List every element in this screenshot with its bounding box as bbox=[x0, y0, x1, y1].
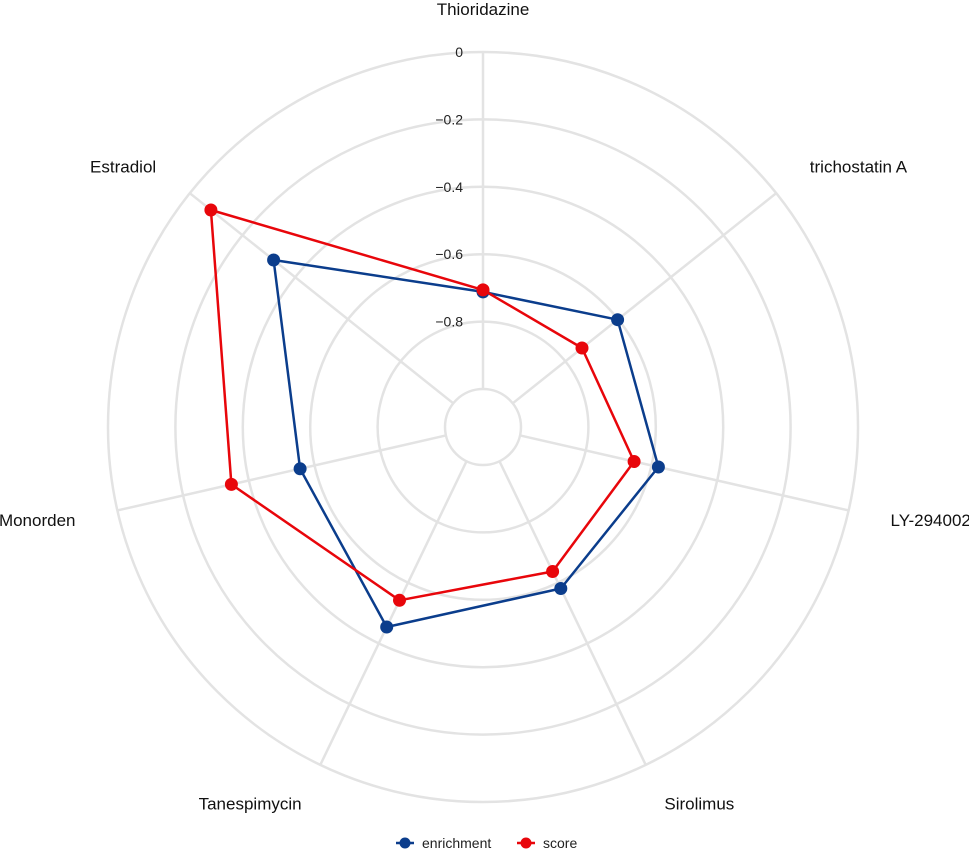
axis-label: Tanespimycin bbox=[199, 795, 302, 814]
radial-tick-labels: 0 −0.2 −0.4 −0.6 −0.8 bbox=[435, 44, 463, 330]
axis-label: Estradiol bbox=[90, 157, 156, 176]
axis-label: Sirolimus bbox=[664, 795, 734, 814]
grid-circle-inner bbox=[443, 387, 523, 467]
legend-item-score: score bbox=[517, 835, 577, 851]
legend: enrichment score bbox=[396, 835, 577, 851]
data-point-score bbox=[546, 565, 560, 578]
data-point-score bbox=[575, 341, 589, 355]
radial-tick-label: −0.2 bbox=[435, 111, 463, 127]
legend-swatch-point bbox=[399, 837, 411, 849]
data-point-enrichment bbox=[267, 253, 281, 267]
radar-grid bbox=[106, 50, 860, 804]
axis-label: trichostatin A bbox=[810, 157, 908, 176]
legend-item-enrichment: enrichment bbox=[396, 835, 491, 851]
radar-series bbox=[204, 203, 665, 634]
axis-label: Monorden bbox=[0, 511, 76, 530]
radial-tick-label: 0 bbox=[455, 44, 463, 60]
radial-tick-label: −0.6 bbox=[435, 246, 463, 262]
data-point-enrichment bbox=[293, 462, 307, 476]
data-point-score bbox=[627, 455, 641, 468]
legend-swatch-point bbox=[520, 837, 532, 849]
data-point-score bbox=[224, 477, 238, 491]
axis-label: Thioridazine bbox=[437, 0, 530, 19]
grid-spoke bbox=[519, 434, 849, 512]
data-point-enrichment bbox=[380, 620, 394, 634]
grid-spoke bbox=[117, 434, 447, 512]
radial-tick-label: −0.8 bbox=[435, 314, 463, 330]
data-point-enrichment bbox=[611, 313, 625, 327]
axis-labels: Thioridazine trichostatin A LY-294002 Sirol… bbox=[0, 0, 969, 814]
grid-spoke bbox=[189, 192, 455, 405]
grid-spoke bbox=[511, 192, 777, 405]
grid-spoke bbox=[319, 460, 468, 766]
data-point-score bbox=[204, 203, 218, 217]
axis-label: LY-294002 bbox=[891, 511, 969, 530]
data-point-score bbox=[476, 283, 490, 297]
series-line-score bbox=[209, 208, 636, 602]
data-point-enrichment bbox=[554, 582, 568, 595]
legend-label: score bbox=[543, 835, 577, 851]
data-point-enrichment bbox=[651, 460, 665, 474]
grid-spoke bbox=[498, 460, 647, 766]
series-line-enrichment bbox=[272, 258, 660, 629]
radial-tick-label: −0.4 bbox=[435, 179, 463, 195]
data-point-score bbox=[393, 593, 406, 607]
legend-label: enrichment bbox=[422, 835, 491, 851]
